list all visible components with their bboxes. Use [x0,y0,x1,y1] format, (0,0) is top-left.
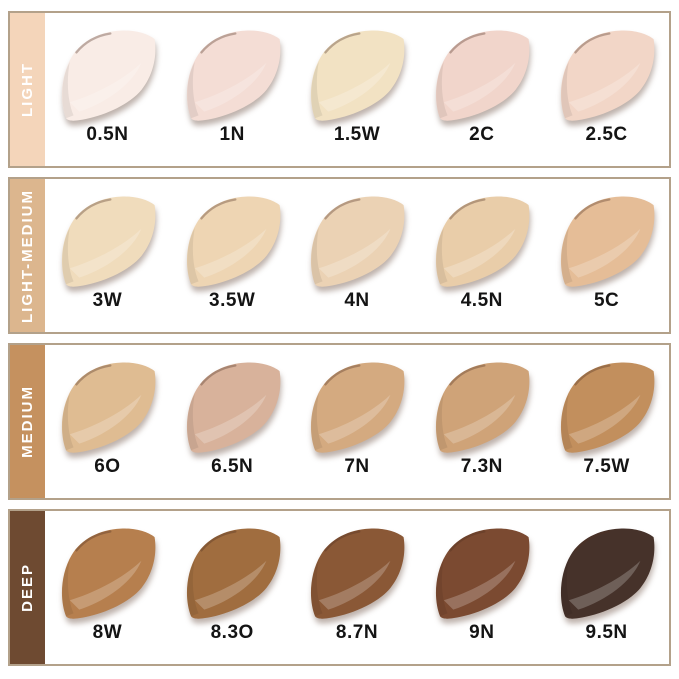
shade-cell: 4.5N [419,179,544,332]
shade-cell: 6O [45,345,170,498]
shade-cell: 1.5W [295,13,420,166]
shade-cell: 1N [170,13,295,166]
swatch-cells: 3W 3.5W 4N 4.5N 5C [45,179,669,332]
shade-cell: 2C [419,13,544,166]
shade-cell: 8W [45,511,170,664]
shade-label: 9.5N [585,622,628,643]
shade-swatch [51,524,164,620]
shade-swatch [51,358,164,454]
shade-label: 1.5W [333,124,381,145]
shade-swatch [425,524,538,620]
shade-cell: 8.3O [170,511,295,664]
shade-label: 8W [92,622,123,643]
shade-cell: 5C [544,179,669,332]
shade-cell: 9.5N [544,511,669,664]
swatch-cells: 0.5N 1N 1.5W 2C 2.5C [45,13,669,166]
shade-row-light: LIGHT 0.5N 1N 1.5W 2C 2.5C [8,11,671,168]
shade-swatch [300,26,413,122]
shade-label: 7N [344,456,370,477]
row-category-label: LIGHT-MEDIUM [19,188,36,323]
shade-label: 9N [469,622,495,643]
shade-swatch [550,524,663,620]
shade-label: 8.3O [210,622,254,643]
row-category-strip: LIGHT [10,13,45,166]
shade-cell: 3W [45,179,170,332]
shade-swatch [51,26,164,122]
shade-label: 7.5W [583,456,630,477]
shade-label: 0.5N [86,124,129,145]
shade-swatch [550,192,663,288]
shade-swatch [51,192,164,288]
shade-label: 6.5N [211,456,254,477]
shade-swatch [176,26,289,122]
shade-swatch [425,358,538,454]
row-category-label: MEDIUM [19,385,36,458]
shade-label: 7.3N [460,456,503,477]
shade-cell: 7.3N [419,345,544,498]
shade-label: 2C [469,124,495,145]
shade-swatch [176,192,289,288]
shade-cell: 7.5W [544,345,669,498]
swatch-cells: 6O 6.5N 7N 7.3N 7.5W [45,345,669,498]
shade-cell: 8.7N [295,511,420,664]
shade-label: 2.5C [585,124,628,145]
shade-label: 5C [593,290,620,311]
shade-label: 4.5N [460,290,503,311]
shade-label: 1N [219,124,245,145]
shade-swatch [176,358,289,454]
shade-cell: 7N [295,345,420,498]
shade-cell: 6.5N [170,345,295,498]
shade-row-deep: DEEP 8W 8.3O 8.7N 9N 9.5N [8,509,671,666]
shade-swatch [176,524,289,620]
swatch-cells: 8W 8.3O 8.7N 9N 9.5N [45,511,669,664]
shade-label: 3W [92,290,123,311]
row-category-strip: LIGHT-MEDIUM [10,179,45,332]
shade-row-light-medium: LIGHT-MEDIUM 3W 3.5W 4N 4.5N 5C [8,177,671,334]
shade-label: 3.5W [209,290,256,311]
row-category-strip: MEDIUM [10,345,45,498]
shade-cell: 0.5N [45,13,170,166]
shade-label: 4N [344,290,370,311]
shade-swatch [300,192,413,288]
shade-swatch [550,358,663,454]
shade-swatch [425,26,538,122]
shade-swatch [425,192,538,288]
shade-swatch [550,26,663,122]
row-category-label: DEEP [19,563,36,612]
shade-swatch [300,358,413,454]
row-category-label: LIGHT [19,62,36,117]
shade-cell: 3.5W [170,179,295,332]
shade-swatch [300,524,413,620]
shade-label: 8.7N [335,622,379,643]
row-category-strip: DEEP [10,511,45,664]
shade-cell: 9N [419,511,544,664]
shade-row-medium: MEDIUM 6O 6.5N 7N 7.3N 7.5W [8,343,671,500]
shade-label: 6O [94,456,121,477]
shade-cell: 2.5C [544,13,669,166]
shade-cell: 4N [295,179,420,332]
